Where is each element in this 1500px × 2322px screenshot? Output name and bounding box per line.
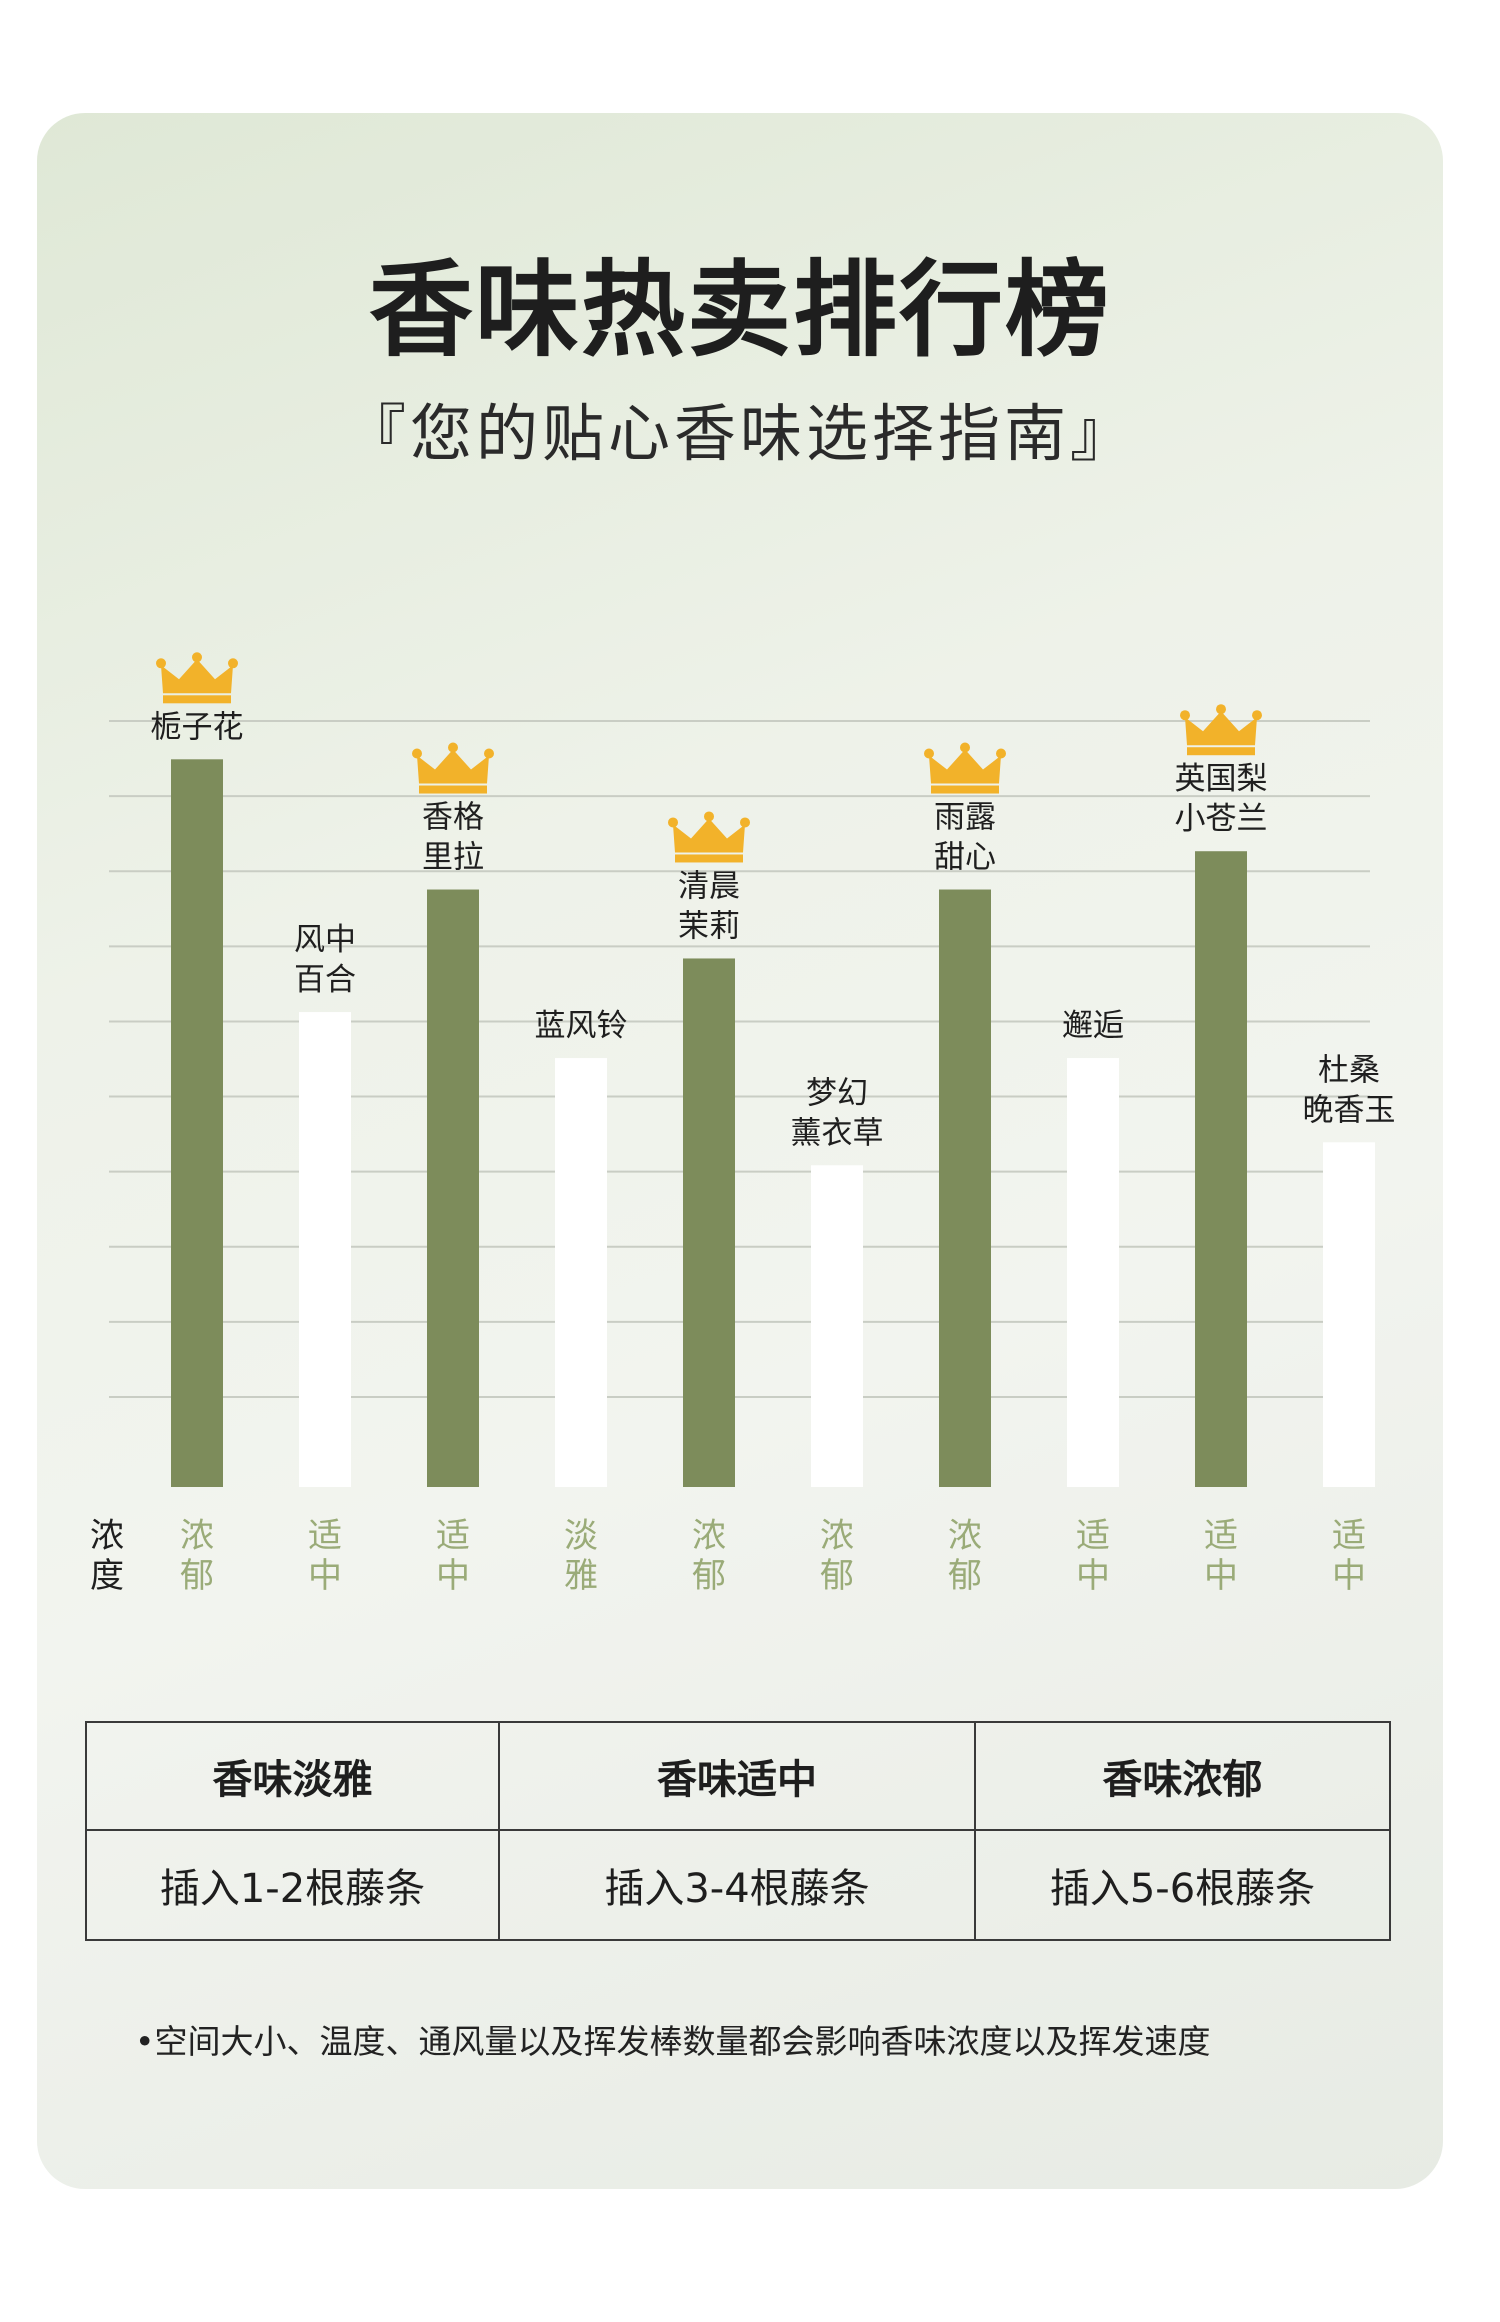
bar-9: [1323, 1142, 1375, 1487]
concentration-label-0: 郁: [180, 1556, 214, 1596]
bar-label-7: 邂逅: [1062, 1008, 1124, 1044]
bar-label-4: 茉莉: [678, 908, 740, 944]
concentration-label-5: 浓: [820, 1516, 854, 1556]
ranking-bar-chart: 浓度栀子花浓郁风中百合适中香格里拉适中蓝风铃淡雅清晨茉莉浓郁梦幻薰衣草浓郁雨露甜…: [90, 652, 1396, 1596]
bar-3: [555, 1058, 607, 1487]
concentration-label-3: 淡: [564, 1516, 598, 1556]
concentration-label-2: 中: [436, 1556, 470, 1596]
bar-label-3: 蓝风铃: [535, 1008, 628, 1044]
bar-6: [939, 889, 991, 1487]
concentration-label-1: 中: [308, 1556, 342, 1596]
bar-label-1: 百合: [294, 962, 356, 998]
bar-label-9: 杜桑: [1318, 1052, 1380, 1088]
concentration-label-5: 郁: [820, 1556, 854, 1596]
bar-0: [171, 759, 223, 1487]
concentration-label-7: 适: [1076, 1516, 1110, 1556]
concentration-label-9: 适: [1332, 1516, 1366, 1556]
concentration-axis-label: 度: [90, 1556, 124, 1596]
concentration-label-2: 适: [436, 1516, 470, 1556]
concentration-label-8: 中: [1204, 1556, 1238, 1596]
concentration-label-1: 适: [308, 1516, 342, 1556]
bar-label-5: 梦幻: [806, 1075, 868, 1111]
crown-icon: [668, 811, 750, 863]
bar-5: [811, 1165, 863, 1487]
page-subtitle: 『您的贴心香味选择指南』: [343, 397, 1136, 470]
concentration-label-9: 中: [1332, 1556, 1366, 1596]
main-card: 香味热卖排行榜 『您的贴心香味选择指南』 浓度栀子花浓郁风中 百合适中香格 里拉适中…: [37, 113, 1443, 2189]
table-cell-light: 插入1-2根藤条: [87, 1831, 500, 1939]
page-title: 香味热卖排行榜: [368, 248, 1111, 371]
concentration-label-3: 雅: [564, 1556, 598, 1596]
crown-icon: [412, 742, 494, 794]
bar-label-8: 英国梨: [1175, 761, 1268, 797]
bar-label-0: 栀子花: [151, 709, 244, 745]
bar-label-9: 晚香玉: [1303, 1092, 1396, 1128]
bar-label-4: 清晨: [678, 868, 740, 904]
table-header-strong: 香味浓郁: [976, 1723, 1389, 1831]
bar-label-2: 香格: [422, 800, 484, 836]
table-cell-strong: 插入5-6根藤条: [1049, 1866, 1316, 1912]
bar-label-6: 甜心: [934, 840, 996, 876]
bar-label-8: 小苍兰: [1175, 801, 1268, 837]
concentration-label-4: 浓: [692, 1516, 726, 1556]
table-cell-medium: 插入3-4根藤条: [500, 1831, 976, 1939]
bar-1: [299, 1012, 351, 1487]
bar-8: [1195, 851, 1247, 1487]
table-header-medium: 香味适中: [500, 1723, 976, 1831]
concentration-label-6: 浓: [948, 1516, 982, 1556]
concentration-axis-label: 浓: [90, 1516, 124, 1556]
table-header-light: 香味淡雅: [87, 1723, 500, 1831]
concentration-label-4: 郁: [692, 1556, 726, 1596]
concentration-label-0: 浓: [180, 1516, 214, 1556]
bar-label-5: 薰衣草: [791, 1115, 884, 1151]
concentration-label-8: 适: [1204, 1516, 1238, 1556]
bar-4: [683, 958, 735, 1487]
bar-label-1: 风中: [294, 922, 356, 958]
crown-icon: [924, 742, 1006, 794]
crown-icon: [156, 652, 238, 704]
bar-label-2: 里拉: [422, 840, 484, 876]
bar-2: [427, 889, 479, 1487]
usage-table: 香味淡雅 香味适中 香味浓郁 插入1-2根藤条 插入3-4根藤条 插入5-6根藤…: [85, 1721, 1391, 1941]
bar-7: [1067, 1058, 1119, 1487]
footnote: •空间大小、温度、通风量以及挥发棒数量都会影响香味浓度以及挥发速度: [135, 2022, 1211, 2061]
crown-icon: [1180, 704, 1262, 756]
concentration-label-6: 郁: [948, 1556, 982, 1596]
bar-label-6: 雨露: [934, 800, 996, 836]
concentration-label-7: 中: [1076, 1556, 1110, 1596]
